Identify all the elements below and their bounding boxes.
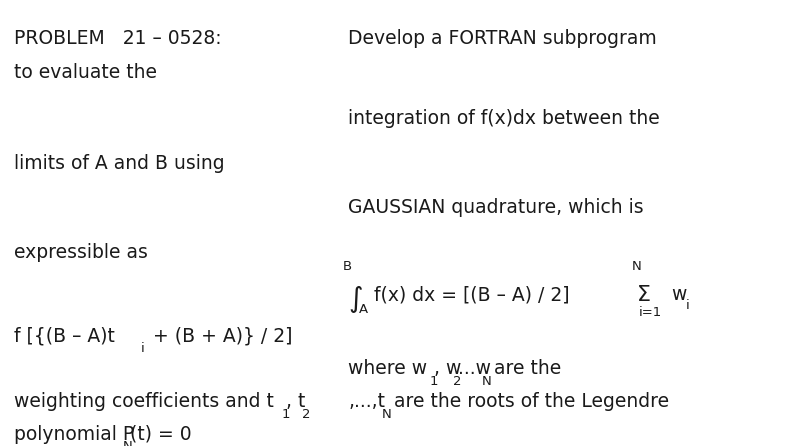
Text: A: A bbox=[359, 303, 368, 316]
Text: i=1: i=1 bbox=[638, 306, 662, 318]
Text: integration of f(x)dx between the: integration of f(x)dx between the bbox=[348, 109, 660, 128]
Text: B: B bbox=[342, 260, 351, 273]
Text: GAUSSIAN quadrature, which is: GAUSSIAN quadrature, which is bbox=[348, 198, 644, 218]
Text: polynomial P: polynomial P bbox=[14, 425, 134, 444]
Text: , t: , t bbox=[286, 392, 306, 412]
Text: ...w: ...w bbox=[458, 359, 490, 378]
Text: 1: 1 bbox=[282, 408, 290, 421]
Text: i: i bbox=[141, 342, 145, 355]
Text: Σ: Σ bbox=[637, 285, 651, 306]
Text: N: N bbox=[482, 375, 491, 388]
Text: N: N bbox=[382, 408, 391, 421]
Text: 1: 1 bbox=[430, 375, 438, 388]
Text: expressible as: expressible as bbox=[14, 243, 148, 262]
Text: f [{(B – A)t: f [{(B – A)t bbox=[14, 326, 115, 346]
Text: where w: where w bbox=[348, 359, 427, 378]
Text: N: N bbox=[632, 260, 642, 273]
Text: N: N bbox=[123, 440, 133, 446]
Text: f(x) dx = [(B – A) / 2]: f(x) dx = [(B – A) / 2] bbox=[368, 285, 570, 305]
Text: limits of A and B using: limits of A and B using bbox=[14, 154, 225, 173]
Text: , w: , w bbox=[434, 359, 462, 378]
Text: + (B + A)} / 2]: + (B + A)} / 2] bbox=[147, 326, 293, 346]
Text: 2: 2 bbox=[302, 408, 311, 421]
Text: are the roots of the Legendre: are the roots of the Legendre bbox=[388, 392, 669, 412]
Text: 2: 2 bbox=[453, 375, 462, 388]
Text: ∫: ∫ bbox=[348, 285, 362, 314]
Text: (t) = 0: (t) = 0 bbox=[130, 425, 191, 444]
Text: weighting coefficients and t: weighting coefficients and t bbox=[14, 392, 274, 412]
Text: are the: are the bbox=[488, 359, 562, 378]
Text: w: w bbox=[666, 285, 688, 305]
Text: Develop a FORTRAN subprogram: Develop a FORTRAN subprogram bbox=[348, 29, 657, 48]
Text: ,...,t: ,...,t bbox=[348, 392, 385, 412]
Text: i: i bbox=[686, 299, 690, 312]
Text: to evaluate the: to evaluate the bbox=[14, 63, 158, 83]
Text: PROBLEM   21 – 0528:: PROBLEM 21 – 0528: bbox=[14, 29, 222, 48]
